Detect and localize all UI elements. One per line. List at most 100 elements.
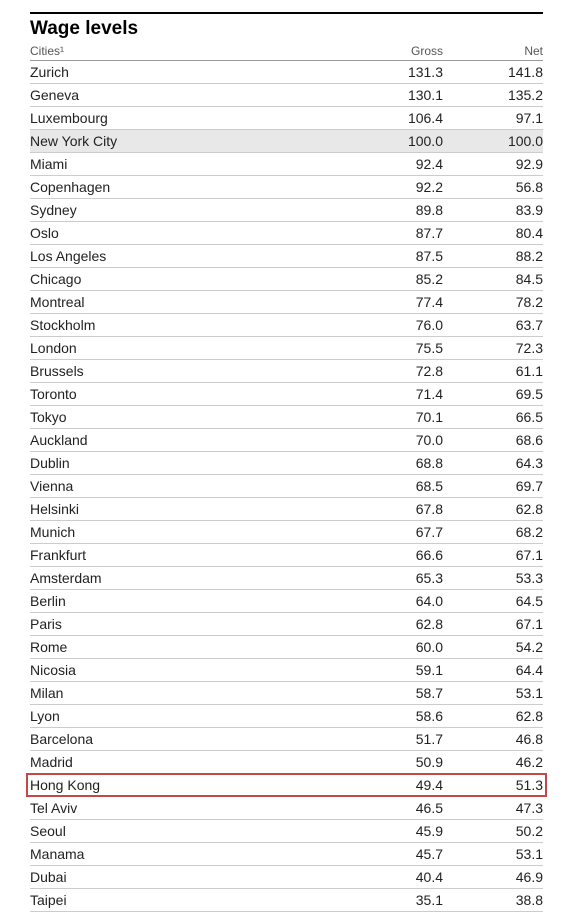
cell-city: Luxembourg xyxy=(30,110,333,126)
cell-net: 46.8 xyxy=(443,731,543,747)
cell-city: Seoul xyxy=(30,823,333,839)
cell-gross: 92.2 xyxy=(333,179,443,195)
cell-net: 61.1 xyxy=(443,363,543,379)
cell-gross: 77.4 xyxy=(333,294,443,310)
table-row: Stockholm76.063.7 xyxy=(30,314,543,337)
cell-net: 72.3 xyxy=(443,340,543,356)
cell-net: 141.8 xyxy=(443,64,543,80)
cell-net: 67.1 xyxy=(443,616,543,632)
cell-net: 66.5 xyxy=(443,409,543,425)
cell-city: Milan xyxy=(30,685,333,701)
table-row: Geneva130.1135.2 xyxy=(30,84,543,107)
cell-gross: 65.3 xyxy=(333,570,443,586)
cell-net: 38.8 xyxy=(443,892,543,908)
cell-net: 68.6 xyxy=(443,432,543,448)
cell-city: Frankfurt xyxy=(30,547,333,563)
cell-gross: 60.0 xyxy=(333,639,443,655)
table-row: Amsterdam65.353.3 xyxy=(30,567,543,590)
table-row: Tokyo70.166.5 xyxy=(30,406,543,429)
table-row: Barcelona51.746.8 xyxy=(30,728,543,751)
cell-net: 78.2 xyxy=(443,294,543,310)
table-row: Madrid50.946.2 xyxy=(30,751,543,774)
cell-gross: 131.3 xyxy=(333,64,443,80)
cell-gross: 87.5 xyxy=(333,248,443,264)
cell-gross: 130.1 xyxy=(333,87,443,103)
cell-city: Copenhagen xyxy=(30,179,333,195)
cell-net: 56.8 xyxy=(443,179,543,195)
cell-gross: 92.4 xyxy=(333,156,443,172)
header-city: Cities¹ xyxy=(30,44,333,58)
table-row: Vienna68.569.7 xyxy=(30,475,543,498)
cell-gross: 106.4 xyxy=(333,110,443,126)
table-row: Brussels72.861.1 xyxy=(30,360,543,383)
cell-gross: 68.8 xyxy=(333,455,443,471)
cell-city: Oslo xyxy=(30,225,333,241)
table-row: Frankfurt66.667.1 xyxy=(30,544,543,567)
cell-city: Zurich xyxy=(30,64,333,80)
table-row: Berlin64.064.5 xyxy=(30,590,543,613)
table-body: Zurich131.3141.8Geneva130.1135.2Luxembou… xyxy=(30,61,543,912)
cell-net: 46.2 xyxy=(443,754,543,770)
table-row: Miami92.492.9 xyxy=(30,153,543,176)
header-net: Net xyxy=(443,44,543,58)
table-row: Lyon58.662.8 xyxy=(30,705,543,728)
cell-gross: 66.6 xyxy=(333,547,443,563)
cell-net: 97.1 xyxy=(443,110,543,126)
cell-city: Rome xyxy=(30,639,333,655)
cell-net: 62.8 xyxy=(443,501,543,517)
cell-gross: 87.7 xyxy=(333,225,443,241)
cell-city: Nicosia xyxy=(30,662,333,678)
cell-city: Los Angeles xyxy=(30,248,333,264)
table-row: Dubai40.446.9 xyxy=(30,866,543,889)
cell-net: 64.5 xyxy=(443,593,543,609)
cell-city: London xyxy=(30,340,333,356)
cell-net: 100.0 xyxy=(443,133,543,149)
table-row: Milan58.753.1 xyxy=(30,682,543,705)
cell-city: Auckland xyxy=(30,432,333,448)
table-row: Nicosia59.164.4 xyxy=(30,659,543,682)
cell-net: 88.2 xyxy=(443,248,543,264)
cell-city: Toronto xyxy=(30,386,333,402)
cell-city: Manama xyxy=(30,846,333,862)
table-row: Oslo87.780.4 xyxy=(30,222,543,245)
cell-gross: 71.4 xyxy=(333,386,443,402)
cell-gross: 40.4 xyxy=(333,869,443,885)
table-row: Rome60.054.2 xyxy=(30,636,543,659)
table-row: Zurich131.3141.8 xyxy=(30,61,543,84)
cell-gross: 51.7 xyxy=(333,731,443,747)
cell-gross: 76.0 xyxy=(333,317,443,333)
cell-city: Madrid xyxy=(30,754,333,770)
table-row: Manama45.753.1 xyxy=(30,843,543,866)
table-row: Dublin68.864.3 xyxy=(30,452,543,475)
cell-gross: 59.1 xyxy=(333,662,443,678)
table-row: Chicago85.284.5 xyxy=(30,268,543,291)
cell-city: Geneva xyxy=(30,87,333,103)
cell-gross: 64.0 xyxy=(333,593,443,609)
table-row: Copenhagen92.256.8 xyxy=(30,176,543,199)
page-title: Wage levels xyxy=(30,12,543,42)
table-row: London75.572.3 xyxy=(30,337,543,360)
cell-gross: 49.4 xyxy=(333,777,443,793)
table-row: Paris62.867.1 xyxy=(30,613,543,636)
cell-net: 69.7 xyxy=(443,478,543,494)
cell-net: 83.9 xyxy=(443,202,543,218)
cell-city: Dublin xyxy=(30,455,333,471)
wage-table-container: Wage levels Cities¹ Gross Net Zurich131.… xyxy=(30,12,543,912)
table-row: Seoul45.950.2 xyxy=(30,820,543,843)
cell-gross: 67.8 xyxy=(333,501,443,517)
cell-gross: 46.5 xyxy=(333,800,443,816)
cell-gross: 70.1 xyxy=(333,409,443,425)
cell-gross: 70.0 xyxy=(333,432,443,448)
cell-city: Stockholm xyxy=(30,317,333,333)
cell-net: 51.3 xyxy=(443,777,543,793)
cell-city: Tokyo xyxy=(30,409,333,425)
cell-city: Berlin xyxy=(30,593,333,609)
cell-net: 47.3 xyxy=(443,800,543,816)
cell-net: 53.3 xyxy=(443,570,543,586)
cell-net: 63.7 xyxy=(443,317,543,333)
cell-gross: 100.0 xyxy=(333,133,443,149)
cell-gross: 85.2 xyxy=(333,271,443,287)
cell-net: 68.2 xyxy=(443,524,543,540)
cell-net: 92.9 xyxy=(443,156,543,172)
table-header: Cities¹ Gross Net xyxy=(30,42,543,61)
